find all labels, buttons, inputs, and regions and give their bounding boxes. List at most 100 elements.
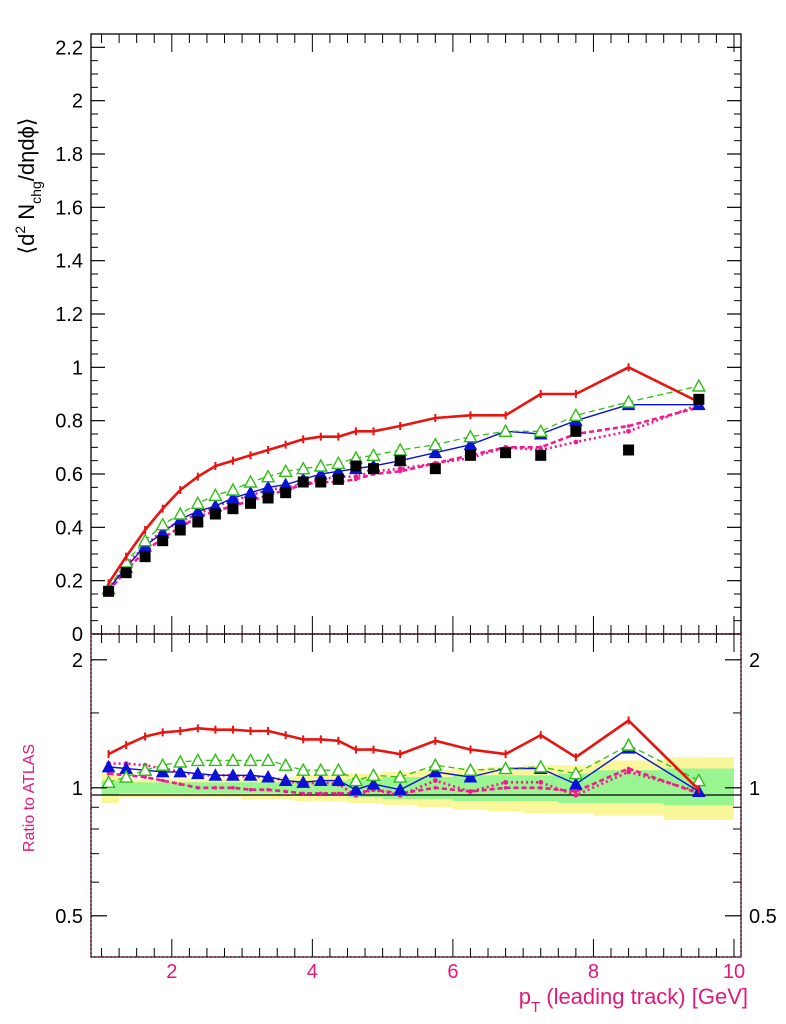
main-y-tick-label: 0.4 xyxy=(55,517,83,539)
main-data-point xyxy=(394,455,406,467)
main-y-tick-label: 1.4 xyxy=(55,251,83,273)
ratio-point-green xyxy=(278,757,293,771)
ratio-point-green xyxy=(533,759,548,773)
main-point-green xyxy=(428,437,443,451)
main-data-point xyxy=(209,508,221,520)
main-point-green xyxy=(173,506,188,520)
main-point-green xyxy=(190,495,205,510)
main-point-green xyxy=(243,474,258,488)
ratio-x-axis: 2 4 6 8 10 xyxy=(101,634,745,983)
ratio-point-green xyxy=(137,762,153,776)
main-data-point xyxy=(500,447,512,459)
x-tick-label: 6 xyxy=(447,961,458,983)
ratio-point-green xyxy=(313,762,328,776)
main-point-green xyxy=(533,423,548,438)
ratio-point-magenta_dense xyxy=(503,786,508,790)
main-point-magenta xyxy=(353,474,359,480)
main-data-point xyxy=(262,492,274,504)
main-point-green xyxy=(621,394,636,408)
ratio-band-inner xyxy=(154,782,172,794)
ratio-point-blue xyxy=(296,775,311,788)
main-point-blue xyxy=(428,445,443,459)
ratio-point-green xyxy=(225,752,241,767)
main-point-magenta xyxy=(626,428,631,434)
main-y-axis-label: ⟨d2 Nchg/dηdϕ⟩ xyxy=(12,118,44,255)
ratio-point-magenta_dense xyxy=(626,766,631,771)
main-line-green xyxy=(108,385,699,590)
main-frame xyxy=(90,33,742,635)
ratio-y-tick-label-right: 2 xyxy=(749,650,760,672)
main-point-magenta xyxy=(573,439,579,445)
x-tick-label: 4 xyxy=(307,961,318,983)
ratio-point-magenta xyxy=(468,789,473,794)
main-point-blue xyxy=(463,437,478,451)
main-data-point xyxy=(297,476,309,488)
main-plot-area xyxy=(101,363,707,597)
ratio-point-magenta_dense xyxy=(266,787,270,792)
main-point-green xyxy=(366,447,381,462)
ratio-point-magenta_dense xyxy=(143,775,147,779)
ratio-point-magenta_dense xyxy=(196,786,200,790)
ratio-point-green xyxy=(366,767,381,782)
ratio-point-blue xyxy=(278,773,293,787)
main-series-layer xyxy=(101,363,707,597)
ratio-point-magenta_dense xyxy=(574,789,578,794)
ratio-point-green xyxy=(208,752,223,767)
ratio-point-blue xyxy=(313,773,328,787)
ratio-line-magenta xyxy=(108,762,700,797)
ratio-point-green xyxy=(621,737,636,751)
ratio-point-magenta_dense xyxy=(301,791,306,796)
main-point-green xyxy=(137,533,153,547)
main-y-tick-label: 0 xyxy=(72,624,83,646)
ratio-point-blue xyxy=(101,759,116,773)
ratio-point-blue xyxy=(349,782,363,796)
ratio-point-magenta xyxy=(538,779,544,785)
main-data-point xyxy=(227,503,239,515)
ratio-band-inner xyxy=(259,782,278,794)
ratio-point-magenta xyxy=(432,778,438,783)
ratio-point-blue xyxy=(569,777,583,790)
main-series-data xyxy=(103,393,705,597)
main-y-tick-label: 1.8 xyxy=(55,144,83,166)
ratio-band-inner xyxy=(593,770,664,804)
main-point-green xyxy=(260,469,276,483)
main-point-blue xyxy=(226,490,240,504)
main-point-green xyxy=(393,442,408,456)
ratio-point-green xyxy=(101,774,116,789)
ratio-point-magenta_dense xyxy=(283,789,288,794)
x-axis-label: pT (leading track) [GeV] xyxy=(519,984,748,1016)
ratio-band-inner xyxy=(171,782,190,794)
main-data-point xyxy=(429,463,441,475)
ratio-series-layer xyxy=(101,716,707,798)
y-label-sup: 2 xyxy=(12,226,28,234)
ratio-y-tick-label-right: 1 xyxy=(749,778,760,800)
ratio-point-magenta_dense xyxy=(213,786,218,790)
ratio-series-green xyxy=(101,737,707,789)
main-data-point xyxy=(350,460,362,472)
ratio-point-green xyxy=(296,762,311,776)
ratio-point-magenta_dense xyxy=(178,782,183,786)
ratio-point-blue xyxy=(331,773,346,787)
ratio-point-magenta xyxy=(503,779,508,785)
ratio-point-blue xyxy=(261,769,275,783)
ratio-series-red xyxy=(107,716,700,794)
ratio-point-green xyxy=(190,752,205,767)
ratio-point-blue xyxy=(463,769,478,783)
ratio-y-tick-label: 2 xyxy=(72,650,83,672)
x-tick-label: 8 xyxy=(588,961,599,983)
ratio-point-green xyxy=(118,769,134,783)
main-data-point xyxy=(192,516,204,528)
main-point-magenta_dense xyxy=(626,424,631,428)
main-y-tick-label: 2.2 xyxy=(55,37,83,59)
ratio-band-inner xyxy=(119,782,137,794)
main-data-point xyxy=(280,487,292,499)
ratio-frame-highlight xyxy=(90,633,742,958)
main-point-green xyxy=(313,458,328,472)
ratio-point-blue xyxy=(208,768,223,781)
ratio-point-green xyxy=(173,754,188,768)
ratio-y-axis-label: Ratio to ATLAS xyxy=(21,744,38,852)
ratio-line-red xyxy=(108,719,700,791)
ratio-y-axis: 0.5 0.5 1 1 2 2 xyxy=(55,650,777,928)
ratio-point-blue xyxy=(393,782,408,796)
